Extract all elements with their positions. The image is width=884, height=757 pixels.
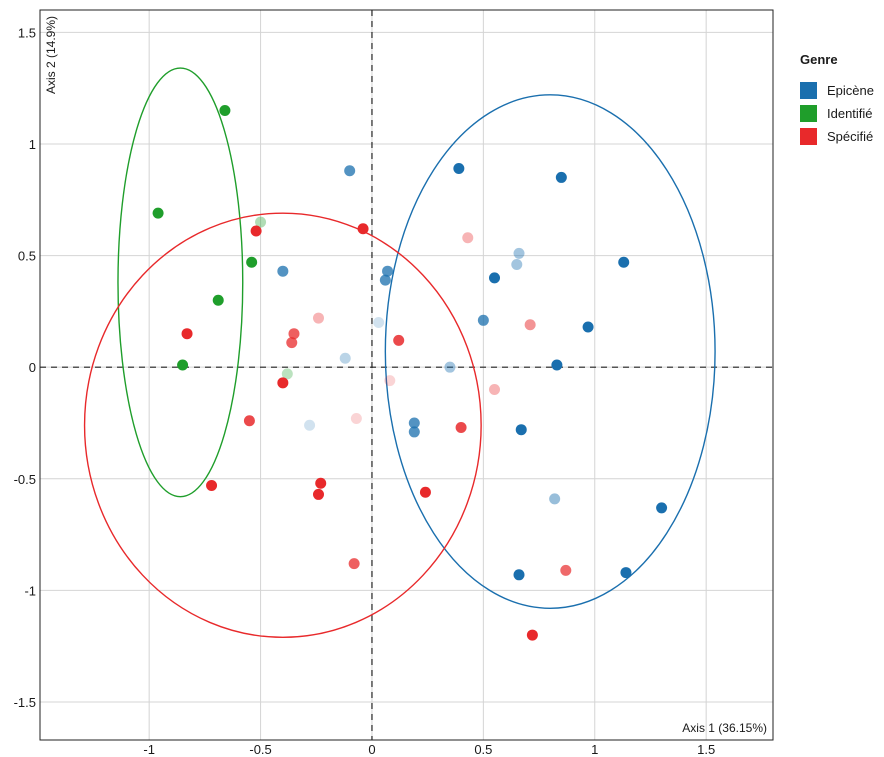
point-series-0 <box>477 314 489 326</box>
grid-lines <box>40 10 773 740</box>
y-tick-label: 0 <box>29 360 36 375</box>
point-series-0 <box>582 321 594 333</box>
x-tick-label: 1.5 <box>697 742 715 757</box>
point-series-1 <box>152 207 164 219</box>
point-series-0 <box>339 352 351 364</box>
point-series-2 <box>524 319 536 331</box>
point-series-1 <box>219 104 231 116</box>
data-points <box>152 104 668 641</box>
legend-item-identifie: Identifié <box>800 102 874 124</box>
point-series-2 <box>250 225 262 237</box>
point-series-0 <box>408 417 420 429</box>
legend-label-identifie: Identifié <box>827 105 873 121</box>
plot-frame <box>39 9 774 741</box>
ellipse-series-0 <box>384 94 716 609</box>
point-series-0 <box>513 569 525 581</box>
point-series-2 <box>348 558 360 570</box>
x-tick-label: 0.5 <box>474 742 492 757</box>
point-series-0 <box>277 265 289 277</box>
point-series-0 <box>513 247 525 259</box>
legend: Genre Epicène Identifié Spécifié <box>800 52 874 148</box>
point-series-2 <box>312 488 324 500</box>
point-series-0 <box>656 502 668 514</box>
point-series-1 <box>281 368 293 380</box>
point-series-0 <box>453 163 465 175</box>
x-tick-label: -0.5 <box>249 742 271 757</box>
point-series-2 <box>312 312 324 324</box>
confidence-ellipses <box>83 67 716 639</box>
point-series-2 <box>315 477 327 489</box>
legend-label-specifie: Spécifié <box>827 128 874 144</box>
y-tick-label: -0.5 <box>14 472 36 487</box>
point-series-1 <box>212 294 224 306</box>
x-tick-label: -1 <box>143 742 155 757</box>
y-tick-label: -1 <box>24 583 36 598</box>
legend-item-specifie: Spécifié <box>800 125 874 147</box>
point-series-0 <box>618 256 630 268</box>
point-series-0 <box>408 426 420 438</box>
point-series-1 <box>177 359 189 371</box>
point-series-2 <box>206 480 218 492</box>
ellipse-series-1 <box>117 67 244 498</box>
point-series-0 <box>379 274 391 286</box>
point-series-2 <box>243 415 255 427</box>
legend-swatch-identifie <box>800 104 817 122</box>
legend-swatch-epicene <box>800 81 817 99</box>
x-tick-labels: -1 -0.5 0 0.5 1 1.5 <box>143 742 715 757</box>
point-series-2 <box>560 564 572 576</box>
point-series-0 <box>515 424 527 436</box>
y-axis-label: Axis 2 (14.9%) <box>44 16 58 94</box>
point-series-2 <box>455 421 467 433</box>
point-series-0 <box>555 171 567 183</box>
point-series-2 <box>462 232 474 244</box>
legend-swatch-specifie <box>800 127 817 145</box>
point-series-1 <box>255 216 267 228</box>
point-series-2 <box>489 384 501 396</box>
point-series-0 <box>344 165 356 177</box>
point-series-0 <box>620 567 632 579</box>
x-tick-label: 0 <box>368 742 375 757</box>
y-tick-label: 1.5 <box>18 25 36 40</box>
point-series-2 <box>350 413 362 425</box>
y-tick-label: 1 <box>29 137 36 152</box>
point-series-2 <box>393 334 405 346</box>
y-tick-label: 0.5 <box>18 249 36 264</box>
point-series-0 <box>489 272 501 284</box>
point-series-2 <box>288 328 300 340</box>
point-series-0 <box>373 317 385 329</box>
point-series-2 <box>286 337 298 349</box>
x-axis-label: Axis 1 (36.15%) <box>682 721 767 735</box>
origin-dashed-lines <box>40 10 773 740</box>
point-series-0 <box>551 359 563 371</box>
legend-item-epicene: Epicène <box>800 79 874 101</box>
legend-label-epicene: Epicène <box>827 82 874 98</box>
legend-title: Genre <box>800 52 838 67</box>
ellipse-series-2 <box>83 212 482 639</box>
point-series-0 <box>382 265 394 277</box>
y-tick-labels: 1.5 1 0.5 0 -0.5 -1 -1.5 <box>14 25 36 710</box>
point-series-2 <box>357 223 369 235</box>
point-series-2 <box>384 375 396 387</box>
point-series-2 <box>526 629 538 641</box>
y-tick-label: -1.5 <box>14 695 36 710</box>
point-series-1 <box>246 256 258 268</box>
point-series-0 <box>444 361 456 373</box>
point-series-2 <box>419 486 431 498</box>
x-tick-label: 1 <box>591 742 598 757</box>
point-series-0 <box>549 493 561 505</box>
point-series-2 <box>181 328 193 340</box>
point-series-0 <box>511 258 523 270</box>
point-series-2 <box>277 377 289 389</box>
point-series-0 <box>304 419 316 431</box>
